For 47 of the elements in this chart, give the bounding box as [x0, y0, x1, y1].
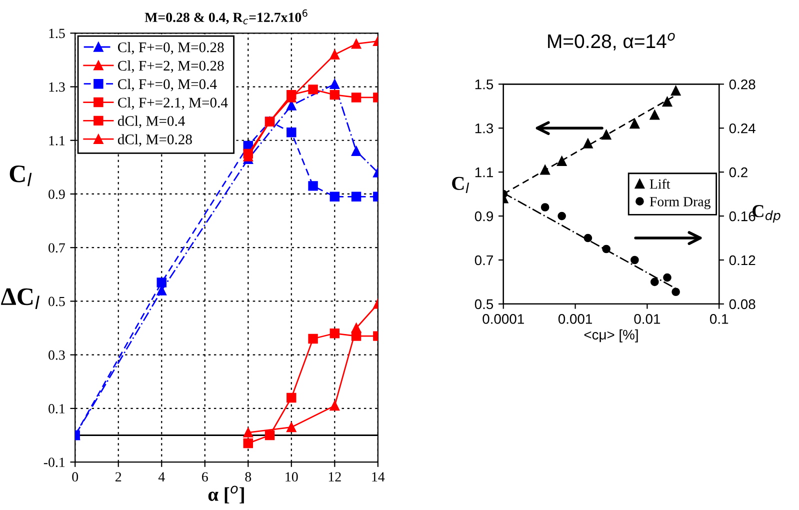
y-tick-label: 1.1: [49, 136, 65, 146]
y-tick-label: 0.5: [48, 296, 65, 306]
y2-tick-label: 0.08: [729, 299, 756, 310]
legend-label: dCl, M=0.28: [118, 134, 192, 146]
x-tick-label: 6: [202, 472, 208, 482]
x-tick-label: 14: [372, 472, 385, 482]
y2-tick-label: 0.28: [729, 79, 756, 90]
y2-tick-label: 0.12: [729, 255, 756, 266]
legend-label: Cl, F+=2.1, M=0.4: [118, 97, 228, 110]
x-tick-label: 2: [116, 472, 122, 482]
legend-label: Cl, F+=2, M=0.28: [118, 60, 224, 73]
legend-label: Form Drag: [650, 197, 711, 210]
legend-label: Lift: [650, 178, 670, 189]
y-tick-label: 0.5: [474, 299, 494, 310]
y-tick-label: 0.3: [48, 350, 65, 360]
x-tick-label: 0.001: [558, 314, 592, 324]
y-tick-label: 1.1: [475, 168, 493, 178]
x-tick-label: 0.1: [710, 314, 728, 324]
x-tick-label: 0: [72, 472, 78, 482]
x-tick-label: 0.0001: [482, 314, 524, 324]
x-axis-title: <cμ> [%]: [584, 329, 638, 342]
legend-label: Cl, F+=0, M=0.4: [118, 78, 217, 92]
y2-tick-label: 0.24: [729, 123, 756, 134]
x-tick-label: 12: [328, 472, 341, 482]
text: ΔC$_{l}$: [1, 288, 40, 309]
y-tick-label: 0.7: [474, 255, 493, 266]
y-tick-label: -0.1: [44, 458, 65, 468]
y-tick-label: 1.3: [475, 123, 494, 134]
y2-tick-label: 0.2: [729, 167, 748, 178]
y-axis-title: C$_{l}$: [10, 165, 32, 186]
y-tick-label: 0.7: [48, 243, 65, 253]
legend-label: dCl, M=0.4: [118, 116, 185, 128]
x-tick-label: 4: [158, 472, 165, 482]
y-tick-label: 0.1: [48, 404, 65, 414]
y-tick-label: 0.9: [474, 211, 493, 222]
chart-title: M=0.28 & 0.4, R$_{c}$=12.7x10$^{6}$: [144, 9, 308, 24]
x-tick-label: 8: [245, 472, 252, 482]
y-axis-title: C$_{l}$: [452, 176, 470, 193]
legend-label: Cl, F+=0, M=0.28: [118, 42, 224, 54]
y-tick-label: 1.5: [475, 80, 494, 90]
x-tick-label: 0.01: [634, 314, 660, 324]
x-axis-title: α [$^{o}$]: [208, 486, 244, 504]
chart-title: M=0.28, α=14$^{o}$: [548, 32, 675, 50]
y-tick-label: 1.3: [49, 82, 65, 92]
x-tick-label: 10: [286, 472, 298, 482]
y-tick-label: 1.5: [49, 28, 65, 38]
y-tick-label: 0.9: [48, 190, 65, 200]
